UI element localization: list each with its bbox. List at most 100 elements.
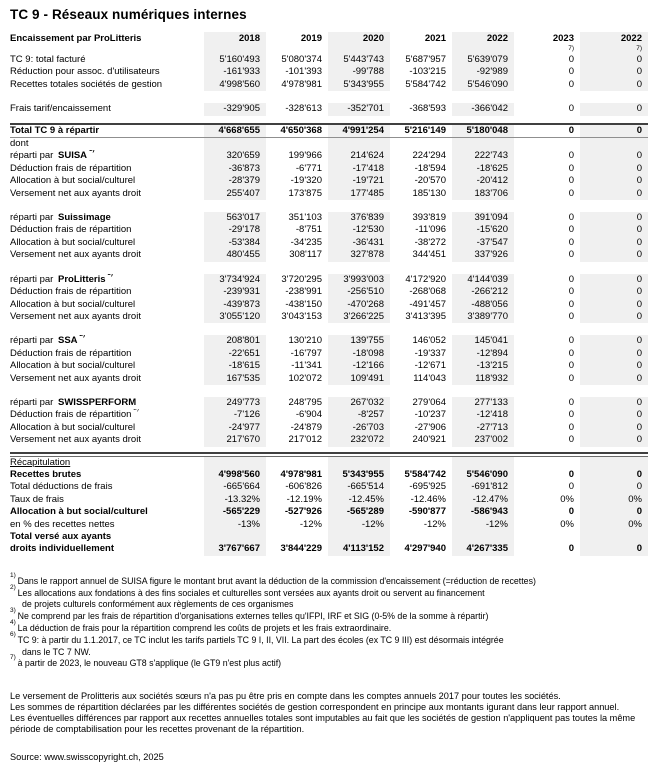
cell-value: 3'844'229	[280, 543, 322, 555]
cell-value	[328, 138, 390, 151]
table-row: dont	[10, 138, 648, 151]
cell-value	[580, 456, 648, 469]
row-label: en % des recettes nettes	[10, 518, 115, 530]
cell-value: -527'926	[284, 506, 322, 518]
row-label: Allocation à but social/culturel	[10, 175, 136, 187]
cell-value: 183'706	[474, 187, 508, 199]
cell-value: -27'713	[476, 421, 508, 433]
cell-value: 327'878	[350, 249, 384, 261]
cell-value: 5'160'493	[219, 54, 260, 65]
row-label: Allocation à but social/culturel	[10, 236, 136, 248]
cell-value: -12%	[485, 518, 508, 530]
year-column-header: 2022	[452, 32, 514, 54]
cell-value: -38'272	[414, 236, 446, 248]
footnote-mark: 4)	[10, 619, 18, 627]
spacer-cell	[10, 323, 648, 335]
header-row: Encaissement par ProLitteris 2018 2019 2…	[10, 32, 648, 54]
cell-value: 0	[636, 66, 642, 78]
cell-value: -268'068	[409, 286, 446, 298]
cell-value: 3'767'667	[218, 543, 260, 555]
cell-value: -12%	[299, 518, 322, 530]
cell-value: 5'443'743	[343, 54, 384, 65]
table-row: Versement net aux ayants droit 255'407 173…	[10, 188, 648, 200]
row-label: Déduction frais de répartition	[10, 286, 132, 298]
footnote-mark: 5)	[106, 274, 113, 277]
cell-value: 0%	[560, 493, 574, 505]
cell-value: 0	[636, 273, 642, 285]
row-label: Récapitulation	[10, 456, 71, 468]
cell-value: 0	[636, 360, 642, 372]
cell-value	[514, 531, 580, 543]
cell-value: 0	[636, 78, 642, 90]
footnote-line: de projets culturels conformément aux rè…	[22, 599, 294, 610]
cell-value: 5'639'079	[467, 54, 508, 65]
cell-value: 0%	[560, 518, 574, 530]
cell-value	[204, 138, 266, 151]
row-label: Allocation à but social/culturel	[10, 360, 136, 372]
cell-value: 4'267'335	[466, 543, 508, 555]
cell-value: -13.32%	[224, 493, 260, 505]
footnote-line: 7) à partir de 2023, le nouveau GT8 s'ap…	[10, 654, 282, 669]
footnote-line: dans le TC 7 NW.	[22, 646, 91, 657]
cell-value: 480'455	[226, 249, 260, 261]
cell-value: 0	[568, 421, 574, 433]
table-row: Versement net aux ayants droit 3'055'120 3…	[10, 311, 648, 323]
cell-value: -27'906	[414, 421, 446, 433]
cell-value: 0	[636, 212, 642, 224]
cell-value: -101'393	[285, 66, 322, 78]
cell-value: 5'343'955	[342, 468, 384, 480]
cell-value: 308'117	[289, 249, 322, 261]
cell-value: 0%	[628, 518, 642, 530]
cell-value	[204, 456, 266, 469]
cell-value: 0	[636, 396, 642, 408]
cell-value: 4'650'368	[266, 122, 328, 139]
footnote-mark: 1)	[10, 571, 18, 579]
cell-value: 3'389'770	[467, 310, 508, 322]
cell-value: 0	[568, 434, 574, 446]
year-column-header: 2021	[390, 32, 452, 54]
cell-value: 0	[568, 335, 574, 347]
cell-value: 0	[636, 54, 642, 65]
row-label: réparti par SWISSPERFORM	[10, 396, 137, 408]
year-column-header: 2023 7)	[514, 32, 580, 54]
cell-value: 344'451	[412, 249, 446, 261]
cell-value	[266, 138, 328, 151]
footnote-mark: 1)	[87, 150, 95, 153]
cell-value: 3'993'003	[343, 273, 384, 285]
cell-value: -12'418	[476, 409, 508, 421]
cell-value: 177'485	[350, 187, 384, 199]
table-row: Allocation à but social/culturel -565'229…	[10, 506, 648, 518]
year-footnote-mark	[390, 45, 446, 54]
cell-value: -12'671	[414, 360, 446, 372]
cell-value: 0	[568, 298, 574, 310]
closing-paragraphs: Le versement de Prolitteris aux sociétés…	[10, 691, 642, 735]
footnote-line: 1) Dans le rapport annuel de SUISA figur…	[10, 571, 536, 586]
spacer-cell	[10, 91, 648, 103]
cell-value: 0	[568, 347, 574, 359]
cell-value: -36'431	[352, 236, 384, 248]
cell-value: 4'144'039	[467, 273, 508, 285]
cell-value: 351'103	[288, 212, 322, 224]
cell-value: 0	[636, 150, 642, 162]
cell-value: 0	[568, 396, 574, 408]
cell-value: -28'379	[228, 175, 260, 187]
spacer-cell	[10, 262, 648, 274]
table-row: Déduction frais de répartition -239'931 -2…	[10, 286, 648, 298]
row-label: Allocation à but social/culturel	[10, 506, 148, 518]
cell-value: -103'215	[409, 66, 446, 78]
year-footnote-mark	[328, 45, 384, 54]
cell-value	[390, 456, 452, 469]
row-label: Versement net aux ayants droit	[10, 249, 141, 261]
cell-value: 0	[636, 468, 642, 480]
cell-value: -6'771	[295, 162, 322, 174]
cell-value: -488'056	[471, 298, 508, 310]
cell-value: 5'546'090	[467, 78, 508, 90]
spacer-cell	[10, 116, 648, 124]
cell-value: 0	[636, 434, 642, 446]
table-row: droits individuellement 3'767'667 3'844'22…	[10, 543, 648, 555]
encaissement-table: Encaissement par ProLitteris 2018 2019 2…	[10, 32, 648, 556]
table-row: Déduction frais de répartition -36'873 -6'…	[10, 163, 648, 175]
